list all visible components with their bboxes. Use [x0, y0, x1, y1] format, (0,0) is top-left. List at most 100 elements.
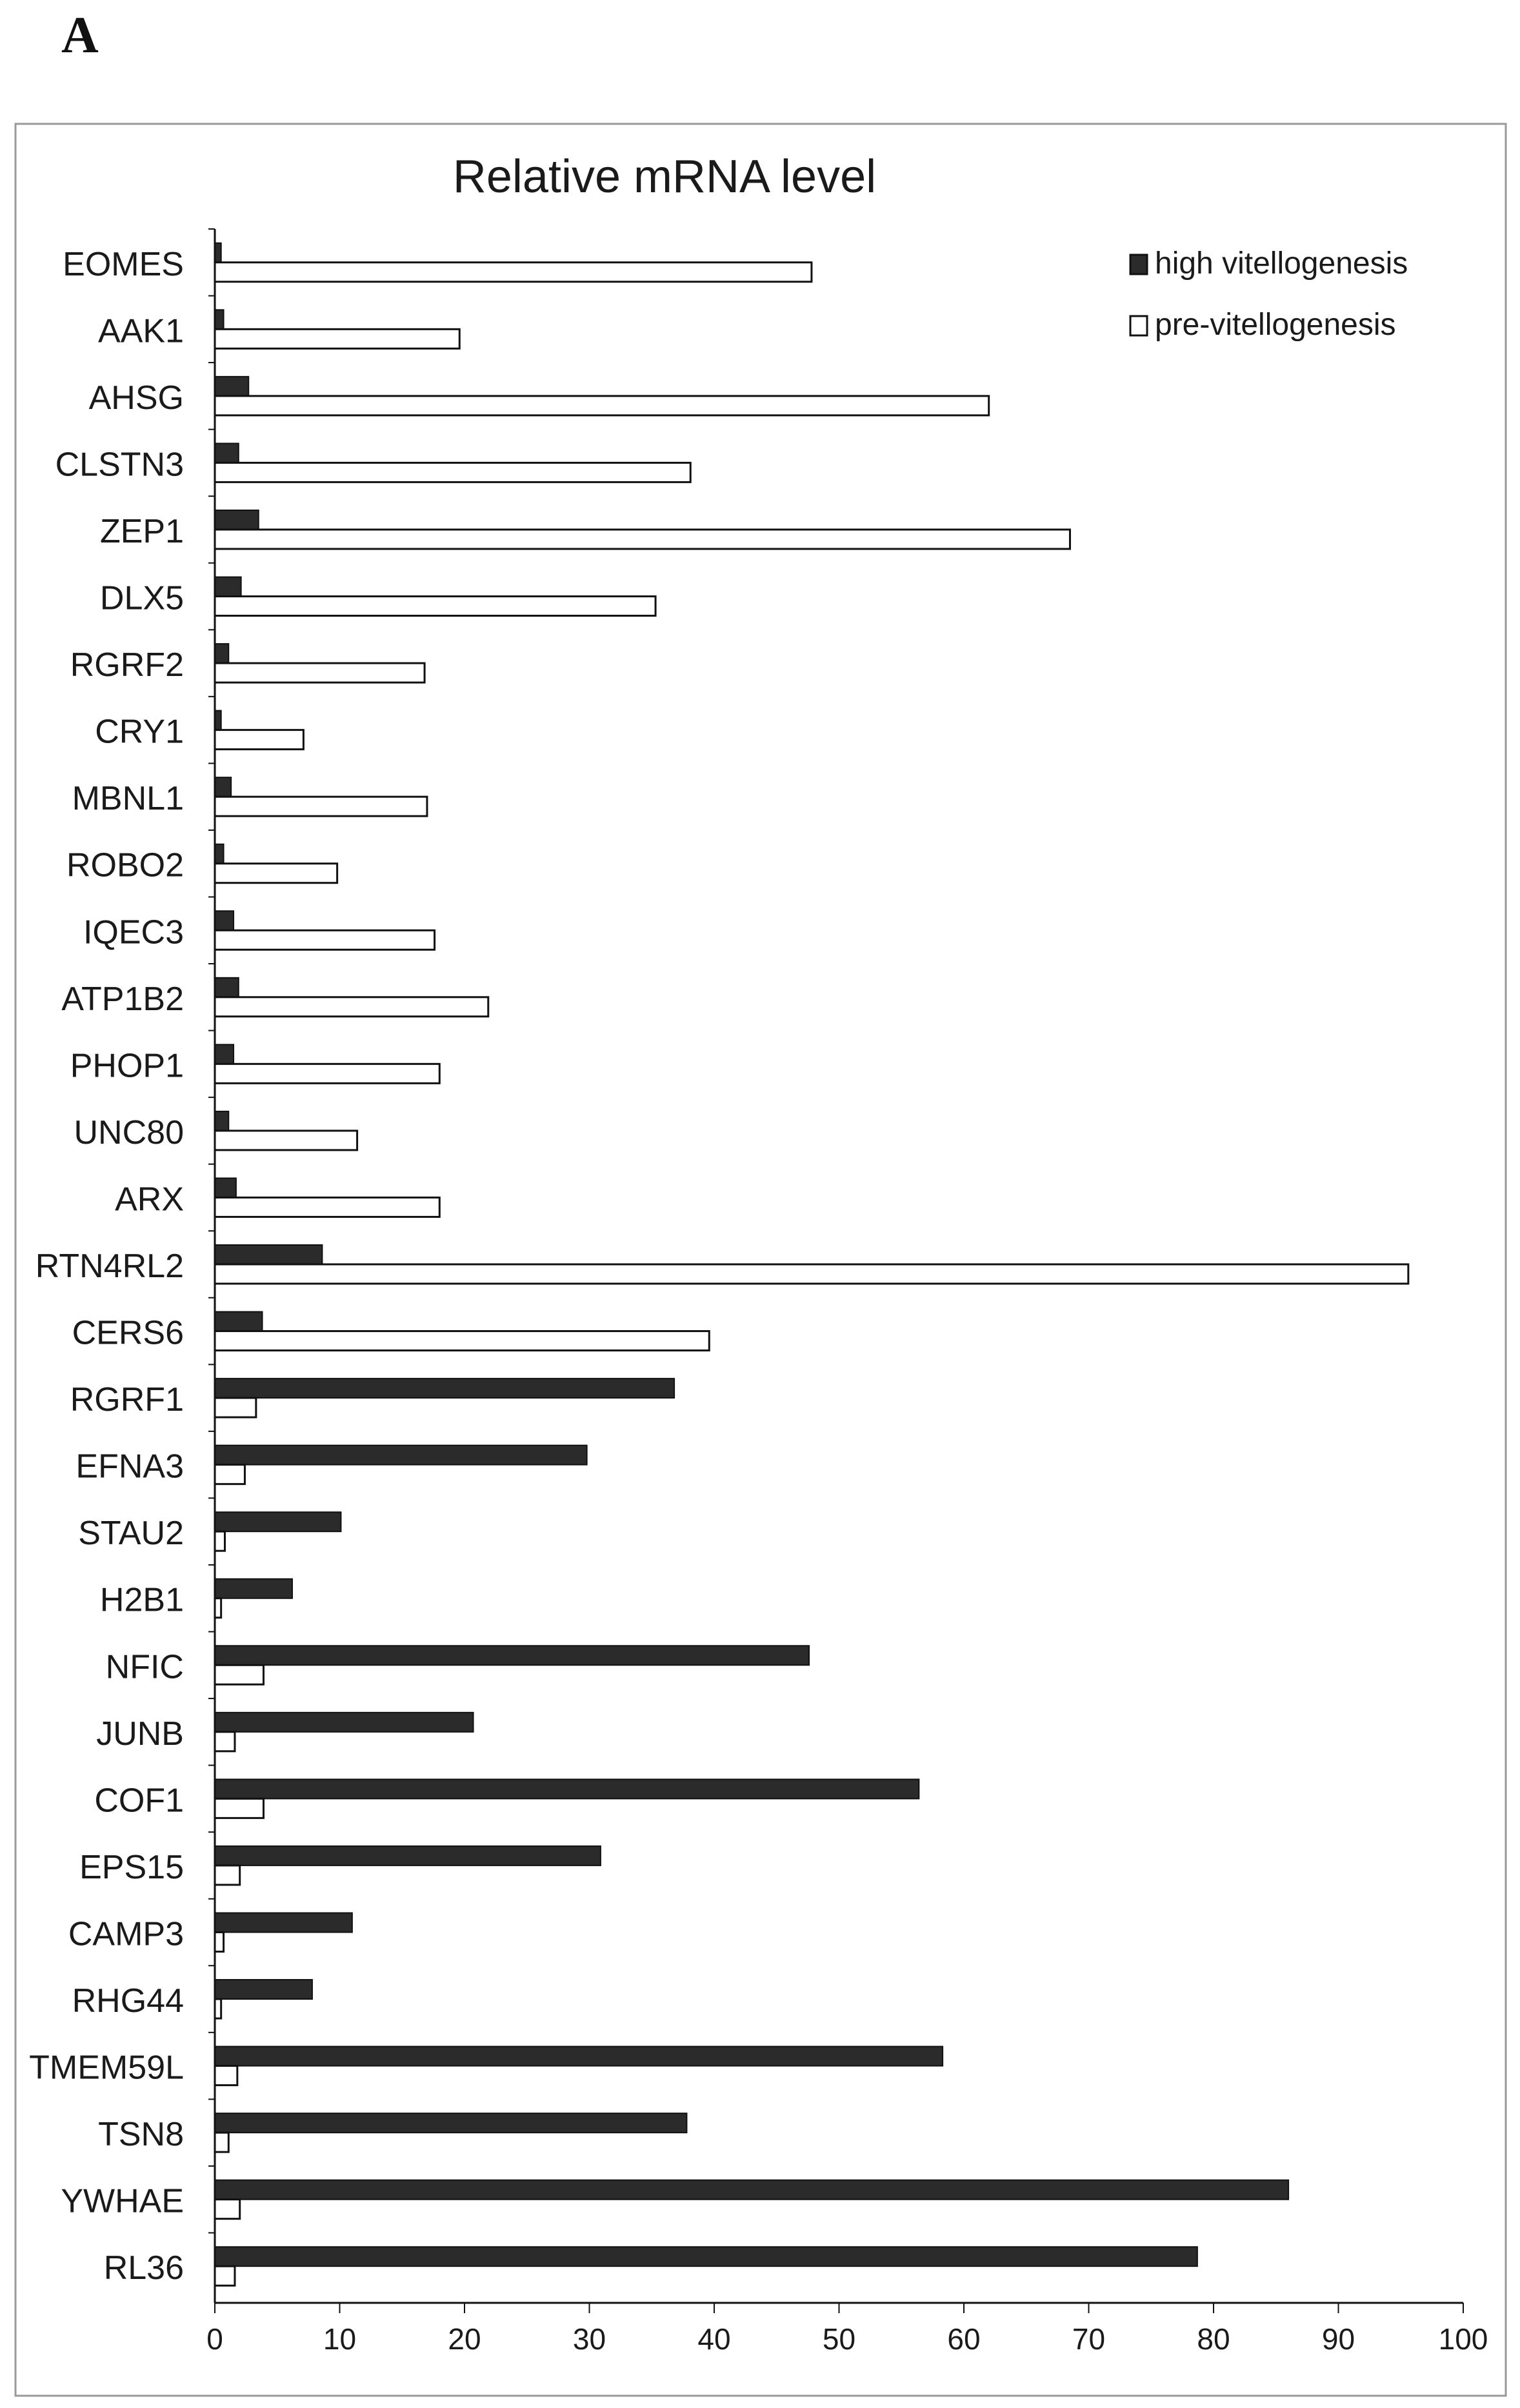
category-label: RGRF1 — [70, 1381, 184, 1418]
category-label: TSN8 — [98, 2116, 184, 2153]
bar-high-vitellogenesis — [214, 2045, 944, 2067]
bar-pre-vitellogenesis — [214, 2065, 239, 2087]
bar-high-vitellogenesis — [214, 2113, 688, 2134]
x-tick-label: 0 — [206, 2322, 223, 2356]
category-label: CLSTN3 — [55, 446, 184, 483]
x-axis: 0 10 20 30 40 50 60 70 80 90 100 — [206, 2302, 1488, 2356]
bar-pre-vitellogenesis — [214, 1397, 257, 1418]
bar-high-vitellogenesis — [214, 1645, 810, 1666]
x-tick-label: 30 — [573, 2322, 606, 2356]
category-label: NFIC — [106, 1648, 184, 1686]
bar-high-vitellogenesis — [214, 1177, 237, 1199]
bar-pre-vitellogenesis — [214, 1797, 265, 1819]
bar-pre-vitellogenesis — [214, 2131, 230, 2153]
category-label: RGRF2 — [70, 646, 184, 684]
bar-high-vitellogenesis — [214, 1511, 342, 1533]
bar-high-vitellogenesis — [214, 1578, 293, 1599]
category-label: AHSG — [89, 379, 184, 417]
x-tick-label: 90 — [1322, 2322, 1355, 2356]
category-label: RHG44 — [72, 1982, 184, 2020]
bar-pre-vitellogenesis — [214, 2265, 236, 2287]
bar-high-vitellogenesis — [214, 2179, 1290, 2200]
category-label: UNC80 — [74, 1114, 185, 1151]
bar-high-vitellogenesis — [214, 1444, 588, 1466]
bar-pre-vitellogenesis — [214, 1330, 710, 1352]
bar-pre-vitellogenesis — [214, 1062, 441, 1084]
bar-pre-vitellogenesis — [214, 1129, 359, 1151]
y-axis: EOMES AAK1 AHSG CLSTN3 ZEP1 DLX5 RGRF2 CRY1 MBNL… — [29, 228, 216, 2303]
legend-swatch — [1129, 315, 1148, 337]
bar-high-vitellogenesis — [214, 977, 239, 998]
x-tick-label: 80 — [1197, 2322, 1230, 2356]
legend-swatch — [1129, 254, 1148, 275]
bar-pre-vitellogenesis — [214, 1931, 225, 1953]
x-tick-label: 100 — [1439, 2322, 1488, 2356]
category-label: COF1 — [94, 1782, 184, 1819]
bar-pre-vitellogenesis — [214, 1864, 241, 1886]
bar-high-vitellogenesis — [214, 910, 235, 931]
category-label: DLX5 — [100, 580, 184, 617]
category-label: TMEM59L — [29, 2049, 184, 2087]
bar-pre-vitellogenesis — [214, 1263, 1410, 1285]
bar-pre-vitellogenesis — [214, 1196, 441, 1218]
bar-high-vitellogenesis — [214, 1110, 230, 1131]
x-tick-label: 70 — [1072, 2322, 1105, 2356]
bar-pre-vitellogenesis — [214, 1664, 265, 1686]
category-label: CRY1 — [95, 713, 184, 751]
bar-high-vitellogenesis — [214, 843, 225, 864]
bar-high-vitellogenesis — [214, 1311, 263, 1332]
category-label: CERS6 — [72, 1315, 184, 1352]
bar-pre-vitellogenesis — [214, 2198, 241, 2220]
bar-pre-vitellogenesis — [214, 729, 305, 751]
bar-high-vitellogenesis — [214, 309, 225, 330]
x-tick-label: 50 — [823, 2322, 855, 2356]
category-label: ATP1B2 — [61, 980, 184, 1018]
category-label: ZEP1 — [100, 513, 184, 550]
x-tick-label: 10 — [323, 2322, 356, 2356]
bar-high-vitellogenesis — [214, 1979, 313, 2000]
category-label: EOMES — [63, 246, 184, 283]
bar-high-vitellogenesis — [214, 1044, 235, 1065]
category-label: AAK1 — [98, 312, 184, 350]
bar-high-vitellogenesis — [214, 1845, 601, 1866]
legend: high vitellogenesis pre-vitellogenesis — [1129, 246, 1408, 342]
bar-pre-vitellogenesis — [214, 328, 461, 350]
bar-high-vitellogenesis — [214, 1711, 474, 1733]
x-tick-label: 60 — [947, 2322, 980, 2356]
legend-label: pre-vitellogenesis — [1155, 308, 1396, 342]
bar-high-vitellogenesis — [214, 777, 232, 798]
category-label: MBNL1 — [72, 780, 184, 817]
bar-pre-vitellogenesis — [214, 461, 692, 483]
category-label: EFNA3 — [75, 1448, 184, 1486]
bar-high-vitellogenesis — [214, 1244, 323, 1265]
bar-pre-vitellogenesis — [214, 1530, 226, 1552]
category-label: CAMP3 — [68, 1915, 184, 1953]
bar-pre-vitellogenesis — [214, 1464, 246, 1486]
bar-high-vitellogenesis — [214, 2246, 1198, 2267]
category-label: JUNB — [96, 1715, 184, 1753]
legend-label: high vitellogenesis — [1155, 246, 1408, 281]
category-label: EPS15 — [79, 1849, 184, 1886]
bar-high-vitellogenesis — [214, 509, 259, 530]
category-label: ROBO2 — [66, 847, 184, 884]
bar-pre-vitellogenesis — [214, 1731, 236, 1753]
bar-high-vitellogenesis — [214, 576, 242, 597]
category-label: STAU2 — [78, 1515, 184, 1552]
bar-pre-vitellogenesis — [214, 929, 436, 951]
category-label: H2B1 — [100, 1582, 184, 1619]
bar-high-vitellogenesis — [214, 443, 239, 464]
bar-high-vitellogenesis — [214, 375, 250, 397]
bar-pre-vitellogenesis — [214, 662, 426, 684]
category-label: ARX — [115, 1180, 184, 1218]
bar-pre-vitellogenesis — [214, 795, 428, 817]
panel-label: A — [61, 7, 99, 64]
bar-high-vitellogenesis — [214, 1378, 675, 1399]
bar-pre-vitellogenesis — [214, 261, 813, 283]
bar-high-vitellogenesis — [214, 1912, 353, 1933]
bar-pre-vitellogenesis — [214, 395, 990, 417]
x-tick-label: 20 — [448, 2322, 481, 2356]
bar-pre-vitellogenesis — [214, 595, 657, 617]
category-label: RL36 — [104, 2249, 184, 2287]
bar-high-vitellogenesis — [214, 1778, 920, 1800]
